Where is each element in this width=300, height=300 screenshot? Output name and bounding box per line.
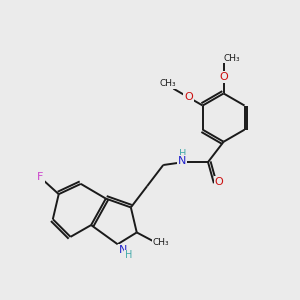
Text: H: H [125,250,132,260]
Text: N: N [119,245,127,255]
Text: CH₃: CH₃ [160,79,176,88]
Text: O: O [215,177,224,187]
Text: N: N [178,156,187,166]
Text: CH₃: CH₃ [224,54,240,63]
Text: O: O [184,92,193,102]
Text: CH₃: CH₃ [153,238,169,247]
Text: H: H [179,149,186,159]
Text: O: O [219,72,228,82]
Text: F: F [37,172,44,182]
